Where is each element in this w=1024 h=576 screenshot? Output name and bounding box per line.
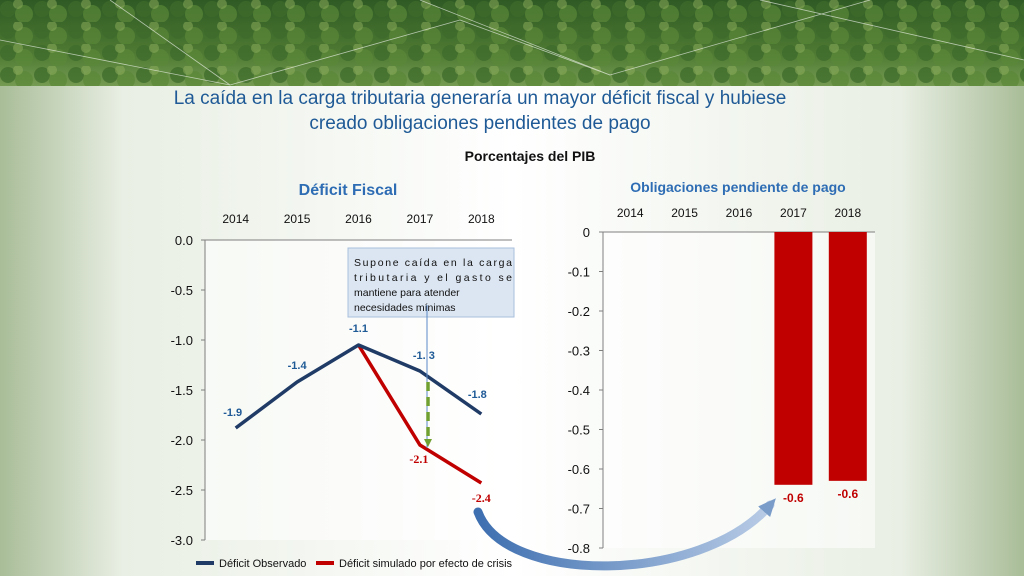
deficit-x-tick-label-2018: 2018	[468, 212, 495, 226]
slide-title-line2: creado obligaciones pendientes de pago	[309, 113, 651, 134]
series-line-observed	[234, 343, 483, 430]
observed-value-label-2014: -1.9	[223, 407, 242, 419]
observed-value-label-2018: -1.8	[468, 389, 487, 401]
obligations-bar-2017	[774, 232, 813, 485]
obligations-y-tick-label: -0.2	[568, 304, 590, 319]
obligations-x-tick-label-2016: 2016	[726, 206, 753, 220]
obligations-x-tick-label-2015: 2015	[671, 206, 698, 220]
deficit-y-tick-label: -1.5	[171, 383, 193, 398]
obligations-y-tick-label: -0.4	[568, 383, 590, 398]
deficit-y-tick-label: -0.5	[171, 283, 193, 298]
deficit-y-tick-label: 0.0	[175, 233, 193, 248]
obligations-y-tick-label: -0.8	[568, 541, 590, 556]
simulated-value-label-2018: -2.4	[472, 491, 491, 505]
obligations-y-tick-label: 0	[583, 225, 590, 240]
curved-connector-arrow	[473, 498, 776, 571]
deficit-legend: Déficit Observado Déficit simulado por ef…	[196, 558, 513, 570]
deficit-x-tick-label-2017: 2017	[407, 212, 434, 226]
deficit-chart-title: Déficit Fiscal	[299, 182, 398, 199]
deficit-x-tick-label-2015: 2015	[284, 212, 311, 226]
annotation-text-line: necesidades mínimas	[354, 302, 456, 314]
obligations-y-tick-label: -0.5	[568, 423, 590, 438]
annotation-box	[347, 247, 515, 318]
series-line-simulated	[357, 344, 483, 485]
obligations-x-tick-label-2014: 2014	[617, 206, 644, 220]
slide-title: La caída en la carga tributaria generarí…	[120, 86, 840, 136]
observed-value-label-2015: -1.4	[288, 360, 308, 372]
deficit-y-tick-label: -3.0	[171, 533, 193, 548]
simulated-value-label-2017: -2.1	[409, 452, 428, 466]
annotation-text-line: mantiene para atender	[354, 287, 460, 299]
obligations-y-tick-label: -0.1	[568, 265, 590, 280]
observed-value-label-2017: -1. 3	[413, 350, 435, 362]
obligations-x-tick-label-2017: 2017	[780, 206, 807, 220]
obligations-value-label-2018: -0.6	[837, 487, 858, 501]
deficit-x-tick-label-2014: 2014	[222, 212, 249, 226]
obligations-value-label-2017: -0.6	[783, 491, 804, 505]
deficit-y-tick-label: -2.5	[171, 483, 193, 498]
annotation-text: Supone caída en la carga tributaria y el …	[354, 257, 512, 314]
obligations-y-tick-label: -0.7	[568, 502, 590, 517]
obligations-bar-2018	[828, 232, 867, 481]
legend-label-simulated: Déficit simulado por efecto de crisis	[339, 558, 513, 570]
slide-title-line1: La caída en la carga tributaria generarí…	[173, 88, 787, 109]
obligations-chart-title: Obligaciones pendiente de pago	[630, 179, 845, 195]
deficit-y-tick-label: -1.0	[171, 333, 193, 348]
slide-subtitle: Porcentajes del PIB	[464, 148, 596, 164]
deficit-x-tick-label-2016: 2016	[345, 212, 372, 226]
annotation-callout: Supone caída en la carga tributaria y el …	[347, 247, 515, 318]
obligations-y-tick-label: -0.6	[568, 462, 590, 477]
annotation-text-line: tributaria y el gasto se	[354, 272, 512, 284]
obligations-y-tick-label: -0.3	[568, 344, 590, 359]
observed-value-label-2016: -1.1	[349, 323, 368, 335]
deficit-y-tick-label: -2.0	[171, 433, 193, 448]
annotation-text-line: Supone caída en la carga	[354, 257, 512, 269]
obligations-x-tick-label-2018: 2018	[834, 206, 861, 220]
legend-label-observed: Déficit Observado	[219, 558, 306, 570]
